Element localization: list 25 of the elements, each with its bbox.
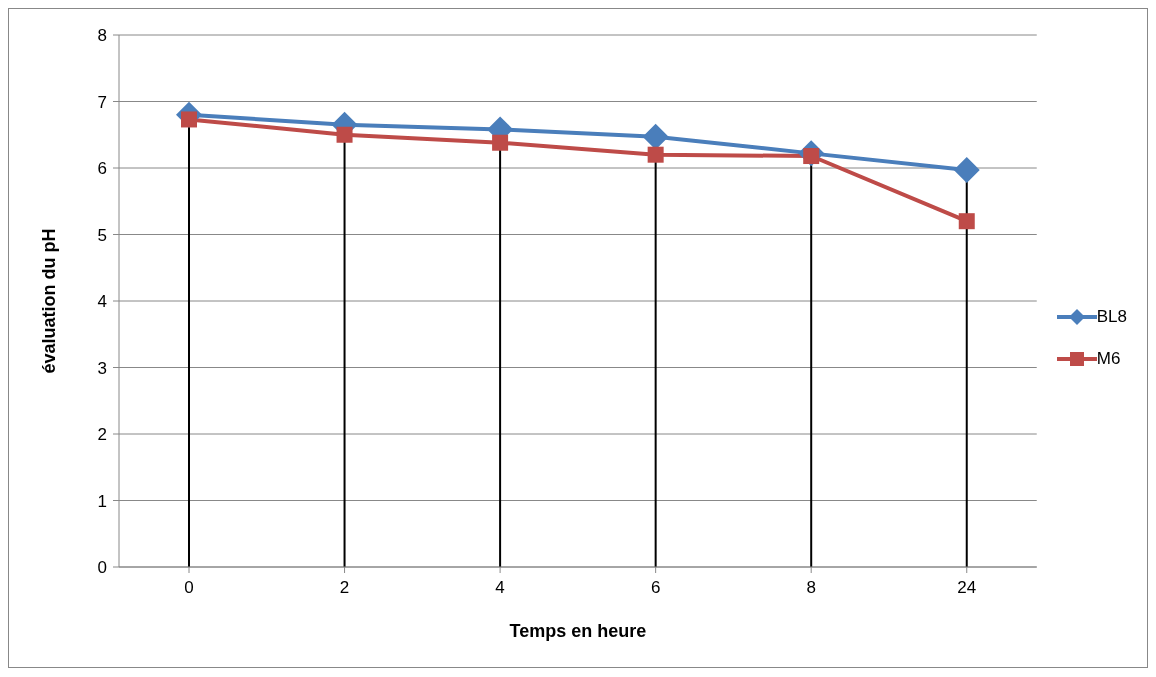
point [647, 146, 664, 163]
y-tick-label: 3 [97, 358, 107, 378]
x-tick-label: 4 [495, 578, 505, 598]
x-tick-label: 0 [184, 578, 194, 598]
point [642, 123, 669, 150]
point [958, 213, 975, 230]
x-axis-title: Temps en heure [509, 621, 647, 641]
y-tick-label: 4 [97, 292, 107, 312]
x-tick-label: 6 [650, 578, 661, 598]
y-tick-label: 2 [97, 425, 107, 445]
y-axis-title: évaluation du pH [39, 228, 60, 374]
point [953, 157, 980, 183]
y-tick-label: 5 [97, 225, 107, 245]
legend-label: BL8 [1096, 307, 1127, 327]
x-tick-label: 8 [806, 578, 816, 598]
y-tick-label: 8 [97, 26, 107, 46]
y-tick-label: 0 [97, 558, 107, 578]
point [336, 126, 353, 143]
legend-label: M6 [1096, 349, 1121, 369]
point [492, 134, 509, 151]
x-tick-label: 24 [957, 578, 977, 598]
x-tick-label: 2 [339, 578, 350, 598]
y-tick-label: 6 [97, 159, 107, 179]
y-tick-label: 1 [97, 491, 107, 511]
y-tick-label: 7 [97, 92, 107, 112]
